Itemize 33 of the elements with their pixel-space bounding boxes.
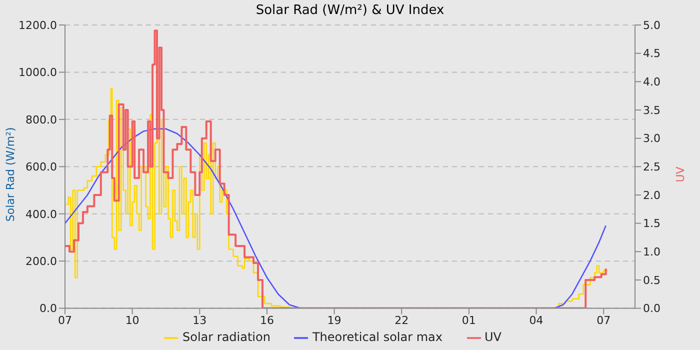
y2-tick-label: 3.0 [643, 132, 660, 146]
y-tick-label: 1200.0 [18, 18, 57, 32]
y2-tick-label: 4.0 [643, 76, 660, 89]
y-tick-label: 200.0 [26, 254, 57, 268]
x-tick-label: 19 [327, 314, 342, 328]
x-tick-label: 07 [58, 314, 72, 328]
y-tick-label: 800.0 [26, 113, 57, 126]
x-tick-label: 13 [192, 314, 207, 328]
y2-tick-label: 0.5 [643, 274, 660, 287]
y-tick-label: 400.0 [26, 208, 57, 221]
y2-tick-label: 2.5 [643, 160, 660, 174]
x-tick-label: 04 [529, 314, 544, 328]
chart-title: Solar Rad (W/m²) & UV Index [254, 3, 446, 18]
x-tick-label: 07 [596, 314, 611, 328]
y2-tick-label: 1.0 [643, 246, 660, 259]
legend-label: Solar radiation [182, 330, 270, 344]
y2-tick-label: 2.0 [643, 188, 660, 202]
y2-tick-label: 0.0 [643, 302, 660, 316]
x-tick-label: 01 [462, 314, 476, 328]
y2-tick-label: 3.5 [643, 104, 660, 117]
x-tick-label: 22 [394, 314, 409, 328]
x-tick-label: 16 [260, 314, 274, 328]
y-tick-label: 1000.0 [18, 66, 57, 80]
legend-label: Theoretical solar max [312, 330, 442, 344]
y2-tick-label: 4.5 [643, 47, 660, 60]
x-tick-label: 10 [125, 314, 140, 328]
legend-label: UV [484, 330, 502, 344]
y-tick-label: 0.0 [40, 302, 57, 316]
y2-tick-label: 1.5 [643, 217, 660, 230]
y-tick-label: 600.0 [26, 160, 57, 174]
y2-axis-title: UV [674, 166, 687, 182]
y2-tick-label: 5.0 [643, 18, 660, 32]
y-axis-title: Solar Rad (W/m²) [4, 127, 17, 222]
